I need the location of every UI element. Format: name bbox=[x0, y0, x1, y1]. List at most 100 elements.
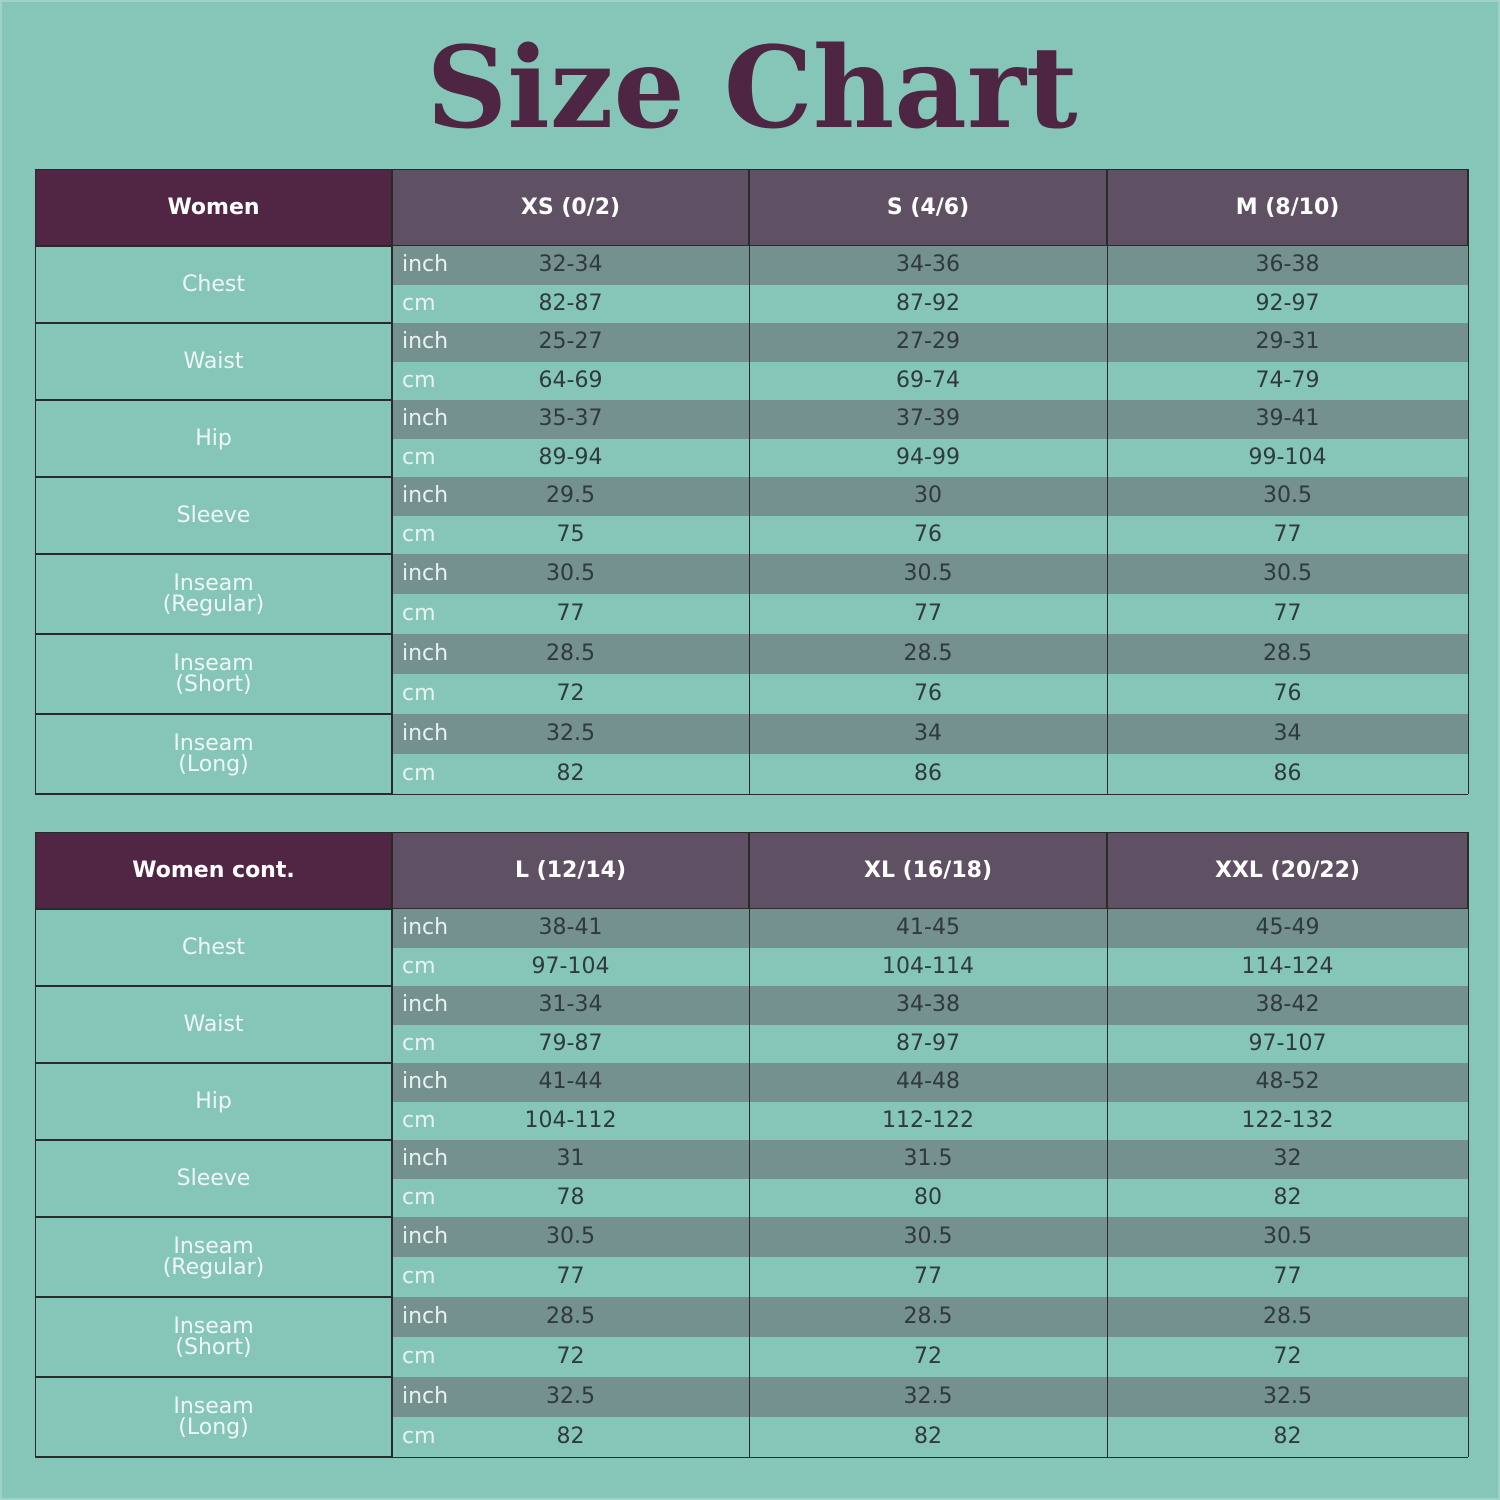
column-header: M (8/10) bbox=[1107, 169, 1468, 246]
cell-value: 82 bbox=[1273, 1424, 1302, 1449]
row-label-line: Inseam bbox=[173, 651, 254, 676]
row-label-line: (Short) bbox=[175, 1335, 252, 1360]
cell-value: 104-114 bbox=[882, 953, 974, 979]
cell-value: 32 bbox=[1273, 1146, 1302, 1171]
row-label-line: Hip bbox=[195, 1089, 232, 1114]
column-header: Women cont. bbox=[35, 832, 392, 909]
unit: cm bbox=[402, 953, 436, 979]
column-border bbox=[1468, 169, 1469, 794]
cell-value: 77 bbox=[914, 601, 942, 626]
cell-value: 32-34 bbox=[538, 252, 603, 277]
row-label: Waist bbox=[35, 986, 392, 1063]
sub-row bbox=[392, 1140, 1468, 1179]
unit: cm bbox=[402, 1344, 436, 1369]
cell-value: 30.5 bbox=[1263, 1224, 1312, 1249]
cell-value: 87-97 bbox=[896, 1030, 960, 1056]
column-border bbox=[749, 832, 750, 1457]
title: Size Chart bbox=[426, 23, 1078, 154]
cell-value: 75 bbox=[556, 521, 585, 547]
cell-value: 30.5 bbox=[1263, 483, 1312, 508]
row-label: Chest bbox=[35, 909, 392, 986]
row-label-line: Inseam bbox=[173, 1394, 254, 1419]
row-label: Inseam (Short) bbox=[35, 1297, 392, 1377]
cell-value: 69-74 bbox=[896, 367, 960, 393]
row-label-line: Sleeve bbox=[176, 1166, 251, 1191]
cell-value: 82-87 bbox=[538, 290, 603, 316]
cell-value: 30.5 bbox=[903, 561, 953, 586]
row-label: Inseam (Short) bbox=[35, 634, 392, 714]
sub-row bbox=[392, 986, 1468, 1025]
cell-value: 28.5 bbox=[546, 641, 595, 666]
column-border bbox=[392, 832, 393, 1457]
cell-value: 31.5 bbox=[903, 1146, 953, 1171]
cell-value: 112-122 bbox=[882, 1107, 974, 1133]
row-label-line: Inseam bbox=[173, 1234, 254, 1259]
cell-value: 77 bbox=[1273, 601, 1302, 626]
cell-value: 44-48 bbox=[896, 1069, 960, 1094]
sub-row bbox=[392, 361, 1468, 400]
sub-row bbox=[392, 674, 1468, 714]
cell-value: 28.5 bbox=[1263, 641, 1312, 666]
cell-value: 82 bbox=[1273, 1184, 1302, 1210]
sub-row bbox=[392, 1257, 1468, 1297]
row-label-line: (Short) bbox=[175, 672, 252, 697]
row-label-line: Waist bbox=[183, 349, 244, 374]
row-label-line: Inseam bbox=[173, 1314, 254, 1339]
row-label-line: Inseam bbox=[173, 731, 254, 756]
cell-value: 77 bbox=[914, 1264, 942, 1289]
column-header: Women bbox=[35, 169, 392, 246]
sub-row bbox=[392, 1024, 1468, 1063]
row-label: Chest bbox=[35, 246, 392, 323]
cell-value: 38-42 bbox=[1255, 992, 1320, 1017]
unit: inch bbox=[402, 1384, 449, 1409]
cell-value: 30.5 bbox=[903, 1224, 953, 1249]
row-label-line: Chest bbox=[182, 935, 245, 960]
cell-value: 29.5 bbox=[546, 483, 595, 508]
cell-value: 36-38 bbox=[1255, 252, 1320, 277]
cell-value: 94-99 bbox=[896, 444, 960, 470]
unit: inch bbox=[402, 1146, 449, 1171]
cell-value: 77 bbox=[556, 601, 585, 626]
cell-value: 32.5 bbox=[546, 1384, 595, 1409]
sub-row bbox=[392, 515, 1468, 554]
sub-row bbox=[392, 1217, 1468, 1257]
column-border bbox=[1107, 832, 1108, 1457]
cell-value: 41-44 bbox=[538, 1069, 603, 1094]
row-label-line: Hip bbox=[195, 426, 232, 451]
cell-value: 77 bbox=[1273, 1264, 1302, 1289]
cell-value: 99-104 bbox=[1248, 444, 1327, 470]
sub-row bbox=[392, 1101, 1468, 1140]
column-border bbox=[1107, 169, 1108, 794]
unit: cm bbox=[402, 444, 436, 470]
unit: cm bbox=[402, 1107, 436, 1133]
cell-value: 28.5 bbox=[1263, 1304, 1312, 1329]
cell-value: 76 bbox=[1273, 681, 1302, 706]
sub-row bbox=[392, 594, 1468, 634]
cell-value: 32.5 bbox=[903, 1384, 953, 1409]
cell-value: 64-69 bbox=[538, 367, 603, 393]
sub-row bbox=[392, 284, 1468, 323]
row-label-line: (Long) bbox=[178, 1415, 249, 1440]
unit: cm bbox=[402, 367, 436, 393]
unit: cm bbox=[402, 761, 436, 786]
sub-row bbox=[392, 438, 1468, 477]
cell-value: 78 bbox=[556, 1184, 585, 1210]
cell-value: 31-34 bbox=[538, 992, 603, 1017]
cell-value: 89-94 bbox=[538, 444, 603, 470]
unit: inch bbox=[402, 329, 449, 354]
cell-value: 122-132 bbox=[1241, 1107, 1334, 1133]
column-border bbox=[1468, 832, 1469, 1457]
sub-row bbox=[392, 1337, 1468, 1377]
row-label: Sleeve bbox=[35, 1140, 392, 1217]
column-border bbox=[392, 169, 393, 794]
cell-value: 30.5 bbox=[1263, 561, 1312, 586]
cell-value: 74-79 bbox=[1255, 367, 1320, 393]
column-header: L (12/14) bbox=[392, 832, 749, 909]
column-border bbox=[749, 169, 750, 794]
row-label: Hip bbox=[35, 1063, 392, 1140]
cell-value: 34 bbox=[1273, 721, 1302, 746]
cell-value: 92-97 bbox=[1255, 290, 1320, 316]
cell-value: 28.5 bbox=[546, 1304, 595, 1329]
cell-value: 72 bbox=[1273, 1344, 1302, 1369]
row-border bbox=[35, 1457, 1468, 1458]
